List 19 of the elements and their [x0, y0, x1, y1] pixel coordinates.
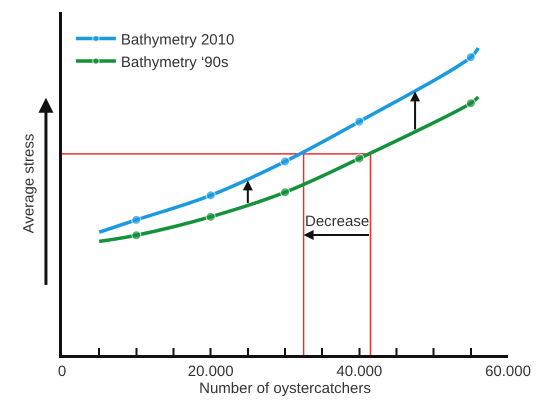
point [206, 190, 216, 200]
x-tick-label: 20.000 [188, 363, 234, 380]
x-tick-label: 0 [58, 363, 66, 380]
point [354, 116, 364, 127]
point [466, 98, 476, 108]
legend-label: Bathymetry 2010 [120, 31, 234, 48]
point [280, 156, 290, 167]
point [354, 153, 364, 164]
point [280, 187, 290, 198]
point [206, 212, 216, 222]
annotation: Decrease [305, 213, 370, 230]
point [466, 52, 476, 62]
x-tick-label: 40.000 [336, 363, 382, 380]
x-tick-label: 60.000 [485, 363, 531, 380]
point [131, 230, 142, 240]
legend-label: Bathymetry ‘90s [120, 54, 228, 71]
y-axis-title: Average stress [20, 134, 38, 234]
x-axis-title: Number of oystercatchers [199, 380, 371, 397]
point [131, 214, 142, 225]
